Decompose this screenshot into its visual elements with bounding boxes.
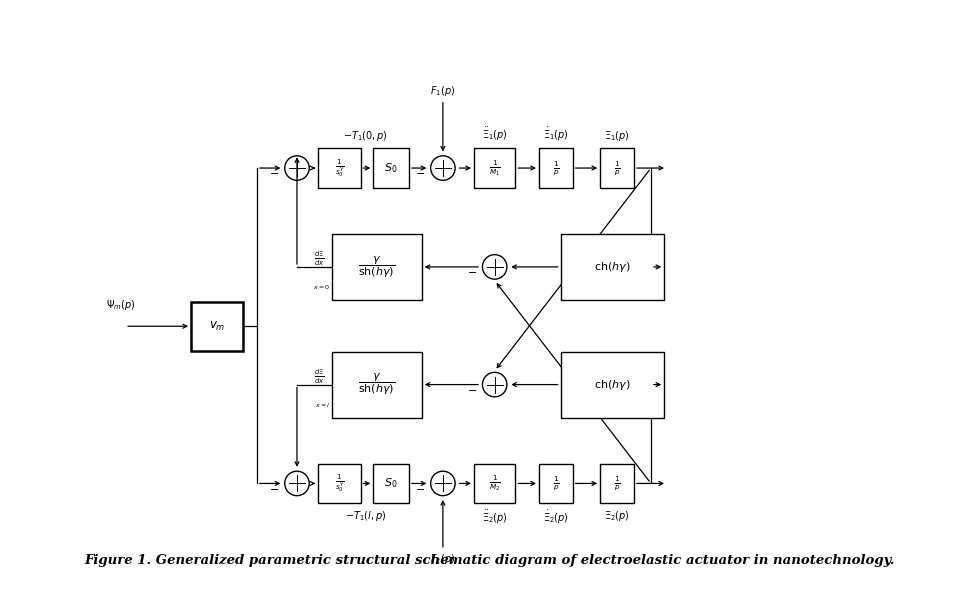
Text: $F_{2}(p)$: $F_{2}(p)$: [430, 552, 455, 566]
Text: $\Psi_{m}(p)$: $\Psi_{m}(p)$: [106, 298, 135, 312]
Text: $\frac{d\Xi}{dx}$: $\frac{d\Xi}{dx}$: [314, 368, 325, 386]
Text: $\ddot{\Xi}_{2}(p)$: $\ddot{\Xi}_{2}(p)$: [481, 509, 507, 526]
Bar: [473, 148, 514, 188]
Text: $-T_{1}(0,p)$: $-T_{1}(0,p)$: [342, 129, 387, 143]
Text: $-$: $-$: [415, 483, 425, 493]
Circle shape: [482, 255, 507, 279]
Text: $\mathrm{ch}(h\gamma)$: $\mathrm{ch}(h\gamma)$: [594, 378, 630, 392]
Circle shape: [430, 156, 455, 180]
Text: $\Xi_{2}(p)$: $\Xi_{2}(p)$: [603, 509, 629, 523]
Bar: [191, 302, 243, 350]
Text: $\frac{1}{p}$: $\frac{1}{p}$: [552, 159, 558, 177]
Bar: [600, 464, 634, 503]
Text: $-$: $-$: [467, 266, 476, 276]
Bar: [538, 464, 572, 503]
Text: $\frac{1}{M_{2}}$: $\frac{1}{M_{2}}$: [488, 474, 500, 493]
Text: $\frac{1}{s_{0}^{\gamma}}$: $\frac{1}{s_{0}^{\gamma}}$: [334, 157, 343, 179]
Text: $\frac{1}{M_{1}}$: $\frac{1}{M_{1}}$: [488, 158, 500, 178]
Text: $F_{1}(p)$: $F_{1}(p)$: [430, 84, 455, 98]
Text: ${}_{x=l}$: ${}_{x=l}$: [315, 401, 330, 410]
Circle shape: [482, 372, 507, 397]
Text: $\frac{1}{p}$: $\frac{1}{p}$: [552, 475, 558, 492]
Text: $\frac{1}{p}$: $\frac{1}{p}$: [613, 159, 620, 177]
Bar: [318, 464, 360, 503]
Bar: [332, 234, 422, 300]
Text: $\frac{d\Xi}{dx}$: $\frac{d\Xi}{dx}$: [314, 250, 325, 268]
Text: $\frac{1}{s_{0}^{\gamma}}$: $\frac{1}{s_{0}^{\gamma}}$: [334, 472, 343, 494]
Text: $\ddot{\Xi}_{1}(p)$: $\ddot{\Xi}_{1}(p)$: [481, 126, 507, 143]
Text: ${}_{x=0}$: ${}_{x=0}$: [313, 283, 330, 292]
Text: $\frac{1}{p}$: $\frac{1}{p}$: [613, 475, 620, 492]
Bar: [560, 234, 663, 300]
Bar: [600, 148, 634, 188]
Bar: [538, 148, 572, 188]
Text: $\dfrac{\gamma}{\mathrm{sh}(h\gamma)}$: $\dfrac{\gamma}{\mathrm{sh}(h\gamma)}$: [358, 372, 395, 397]
Text: $-T_{1}(l,p)$: $-T_{1}(l,p)$: [344, 509, 385, 523]
Text: $-$: $-$: [415, 167, 425, 177]
Bar: [373, 148, 409, 188]
Bar: [373, 464, 409, 503]
Circle shape: [285, 156, 309, 180]
Text: $-$: $-$: [269, 167, 280, 177]
Text: $-$: $-$: [269, 483, 280, 493]
Text: Figure 1. Generalized parametric structural schematic diagram of electroelastic : Figure 1. Generalized parametric structu…: [84, 554, 894, 567]
Text: $-$: $-$: [467, 384, 476, 394]
Text: $S_{0}$: $S_{0}$: [384, 161, 397, 175]
Text: $\dfrac{\gamma}{\mathrm{sh}(h\gamma)}$: $\dfrac{\gamma}{\mathrm{sh}(h\gamma)}$: [358, 254, 395, 280]
Bar: [318, 148, 360, 188]
Bar: [473, 464, 514, 503]
Text: $\mathrm{ch}(h\gamma)$: $\mathrm{ch}(h\gamma)$: [594, 260, 630, 274]
Bar: [560, 352, 663, 418]
Bar: [332, 352, 422, 418]
Text: $\dot{\Xi}_{1}(p)$: $\dot{\Xi}_{1}(p)$: [543, 126, 568, 143]
Text: $S_{0}$: $S_{0}$: [384, 477, 397, 490]
Text: $v_{m}$: $v_{m}$: [208, 320, 225, 333]
Circle shape: [430, 471, 455, 496]
Text: $\Xi_{1}(p)$: $\Xi_{1}(p)$: [603, 129, 629, 143]
Text: $\dot{\Xi}_{2}(p)$: $\dot{\Xi}_{2}(p)$: [543, 509, 568, 526]
Circle shape: [285, 471, 309, 496]
